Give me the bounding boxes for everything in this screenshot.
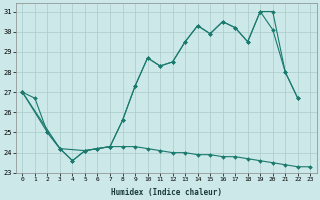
- X-axis label: Humidex (Indice chaleur): Humidex (Indice chaleur): [111, 188, 222, 197]
